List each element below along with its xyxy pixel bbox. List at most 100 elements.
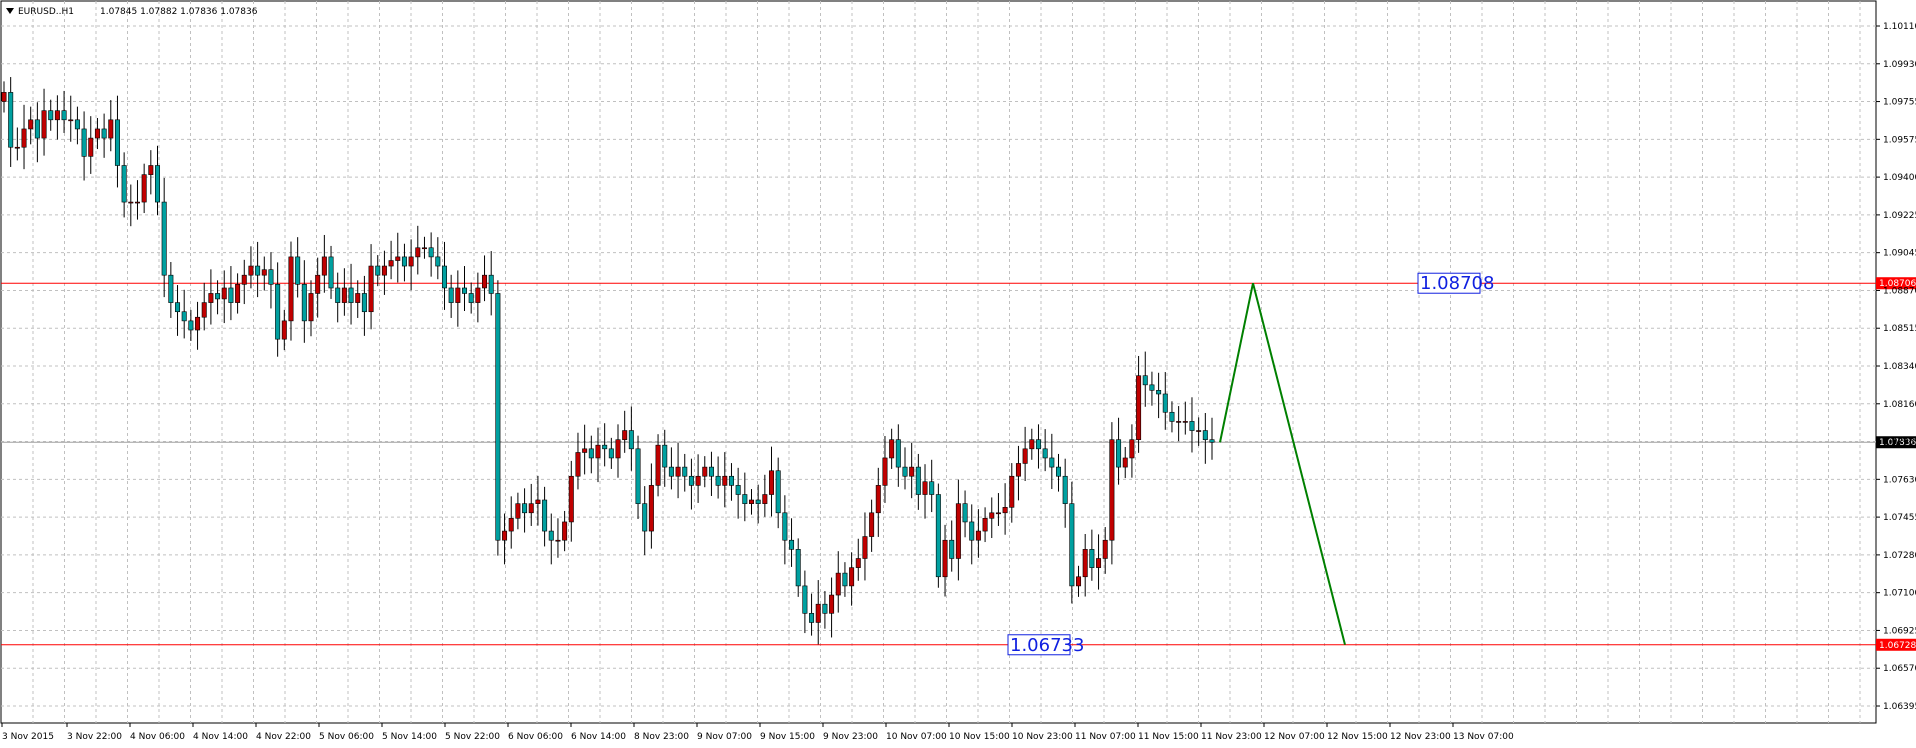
candle-body — [1062, 475, 1068, 504]
candle-body — [421, 247, 427, 250]
candle-body — [662, 444, 668, 468]
candle-body — [522, 503, 528, 514]
candle-body — [375, 265, 381, 276]
time-tick-label: 11 Nov 15:00 — [1138, 732, 1199, 742]
candle-body — [1182, 421, 1188, 423]
candle-body — [368, 265, 374, 313]
candle-body — [882, 457, 888, 486]
horizontal-levels[interactable]: 1.08706 1.06728 1.07836 — [1, 277, 1916, 651]
price-tick-label: 1.10110 — [1883, 22, 1916, 32]
time-tick-label: 9 Nov 15:00 — [760, 732, 815, 742]
time-tick-label: 13 Nov 07:00 — [1453, 732, 1514, 742]
candle-body — [695, 475, 701, 486]
candle-body — [648, 485, 654, 532]
forecast-path[interactable] — [1219, 282, 1346, 646]
candle-body — [435, 256, 441, 267]
candle-body — [675, 466, 681, 477]
time-tick-label: 8 Nov 23:00 — [634, 732, 689, 742]
price-tick-label: 1.06395 — [1883, 702, 1916, 712]
triangle-down-icon[interactable] — [6, 8, 14, 14]
candle-body — [682, 466, 688, 477]
candle-body — [175, 302, 181, 313]
candle-body — [1196, 430, 1202, 432]
candle-body — [94, 128, 100, 139]
time-tick-label: 4 Nov 06:00 — [130, 732, 185, 742]
candle-body — [1069, 503, 1075, 587]
candle-body — [582, 448, 588, 453]
time-tick-label: 6 Nov 14:00 — [571, 732, 626, 742]
price-tick-label: 1.08515 — [1883, 324, 1916, 334]
candle-body — [1202, 430, 1208, 440]
candle-body — [195, 316, 201, 331]
price-axis[interactable]: 1.10110 1.09930 1.09755 1.09575 1.09400 1.092… — [1876, 22, 1916, 712]
candle-body — [315, 274, 321, 294]
candle-body — [355, 293, 361, 303]
candle-body — [61, 110, 67, 121]
forecast-zigzag-line — [1219, 282, 1346, 646]
time-tick-label: 9 Nov 23:00 — [823, 732, 878, 742]
candle-body — [975, 530, 981, 541]
time-tick-label: 12 Nov 23:00 — [1390, 732, 1451, 742]
candle-body — [114, 119, 120, 166]
price-tick-label: 1.09225 — [1883, 211, 1916, 221]
candle-body — [101, 128, 107, 139]
candle-body — [74, 119, 80, 130]
price-tick-label: 1.09400 — [1883, 173, 1916, 183]
candle-body — [1102, 539, 1108, 559]
candle-body — [255, 265, 261, 276]
candle-body — [281, 320, 287, 340]
support-price-tag — [1876, 638, 1916, 651]
candle-body — [895, 439, 901, 468]
candle-body — [161, 201, 167, 276]
candle-body — [482, 274, 488, 289]
candle-body — [275, 284, 281, 340]
candle-body — [922, 481, 928, 495]
annotations[interactable]: 1.08708 1.06733 — [1007, 272, 1494, 656]
candle-body — [502, 530, 508, 541]
chart-title: EURUSD..H1 1.07845 1.07882 1.07836 1.078… — [6, 7, 258, 17]
candle-body — [21, 128, 27, 148]
candle-body — [215, 293, 221, 300]
price-tick-label: 1.07280 — [1883, 551, 1916, 561]
candle-body — [448, 287, 454, 303]
candle-body — [822, 603, 828, 614]
candle-body — [208, 293, 214, 303]
ohlc-values: 1.07845 1.07882 1.07836 1.07836 — [100, 7, 258, 17]
candle-body — [1149, 384, 1155, 391]
candle-body — [982, 517, 988, 532]
candle-body — [955, 503, 961, 559]
candle-body — [862, 536, 868, 559]
candle-body — [989, 512, 995, 519]
time-tick-label: 4 Nov 22:00 — [256, 732, 311, 742]
time-tick-label: 10 Nov 07:00 — [886, 732, 947, 742]
time-axis[interactable]: 3 Nov 2015 3 Nov 22:00 4 Nov 06:00 4 Nov 14… — [1, 723, 1514, 742]
candle-body — [68, 119, 74, 122]
candle-body — [168, 274, 174, 303]
candle-body — [441, 265, 447, 289]
candle-body — [34, 119, 40, 139]
candle-body — [782, 512, 788, 541]
candle-body — [615, 439, 621, 459]
symbol-label: EURUSD..H1 — [18, 7, 74, 17]
candle-body — [775, 470, 781, 514]
candle-body — [268, 269, 274, 285]
candle-body — [855, 558, 861, 568]
time-tick-label: 12 Nov 15:00 — [1327, 732, 1388, 742]
candle-body — [141, 174, 147, 203]
candle-body — [508, 517, 514, 532]
candle-body — [221, 287, 227, 300]
candle-body — [1076, 576, 1082, 587]
candle-body — [815, 603, 821, 623]
resistance-price-tag — [1876, 277, 1916, 290]
candle-body — [134, 201, 140, 204]
candle-body — [381, 265, 387, 276]
candle-body — [809, 613, 815, 623]
candle-body — [328, 256, 334, 289]
candle-body — [542, 499, 548, 532]
candle-body — [1049, 457, 1055, 468]
candle-body — [388, 260, 394, 267]
time-tick-label: 10 Nov 15:00 — [949, 732, 1010, 742]
candle-body — [1122, 457, 1128, 468]
